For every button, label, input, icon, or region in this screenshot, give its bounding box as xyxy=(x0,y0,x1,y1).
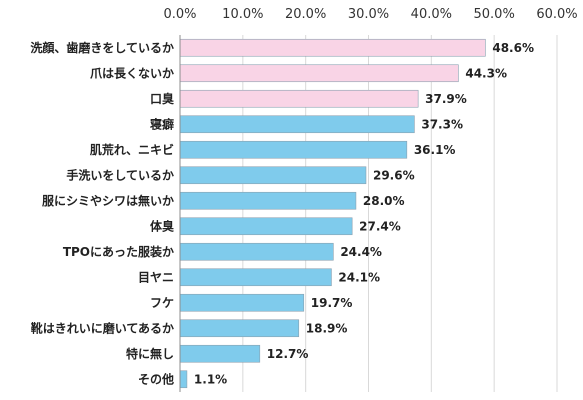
x-tick-label: 60.0% xyxy=(536,7,577,22)
x-tick-label: 10.0% xyxy=(222,7,263,22)
bar xyxy=(179,166,367,185)
data-label: 37.3% xyxy=(421,117,463,131)
x-tick-label: 50.0% xyxy=(474,7,515,22)
bar xyxy=(179,344,261,363)
bar xyxy=(179,115,415,134)
x-axis-ticks: 0.0% 10.0% 20.0% 30.0% 40.0% 50.0% 60.0% xyxy=(163,7,577,22)
category-label: フケ xyxy=(150,296,174,310)
bar xyxy=(179,370,188,389)
bar xyxy=(179,191,357,210)
bar xyxy=(179,217,353,236)
x-tick-label: 40.0% xyxy=(411,7,452,22)
bar xyxy=(179,38,486,57)
category-label: 爪は長くないか xyxy=(90,65,174,80)
category-label: 特に無し xyxy=(126,346,174,361)
data-label: 27.4% xyxy=(359,219,401,233)
value-labels: 48.6% 44.3% 37.9% 37.3% 36.1% 29.6% 28.0% 27.4%… xyxy=(194,41,534,387)
x-tick-label: 0.0% xyxy=(163,7,196,22)
bar xyxy=(179,242,334,261)
category-label: 手洗いをしているか xyxy=(66,167,174,182)
data-label: 18.9% xyxy=(306,321,348,335)
grid-lines xyxy=(179,35,558,392)
data-label: 48.6% xyxy=(492,41,534,55)
bar xyxy=(179,319,300,338)
bar xyxy=(179,64,459,83)
category-label: 目ヤニ xyxy=(138,270,174,284)
bar xyxy=(179,293,305,312)
data-label: 19.7% xyxy=(311,296,353,310)
category-label: 肌荒れ、ニキビ xyxy=(89,142,174,157)
data-label: 24.4% xyxy=(340,245,382,259)
data-label: 1.1% xyxy=(194,372,227,386)
data-label: 12.7% xyxy=(267,347,309,361)
category-label: その他 xyxy=(138,371,174,386)
category-label: 口臭 xyxy=(150,91,174,106)
bar xyxy=(179,89,419,108)
category-label: 服にシミやシワは無いか xyxy=(42,193,174,208)
category-label: 靴はきれいに磨いてあるか xyxy=(31,320,174,335)
data-label: 28.0% xyxy=(363,194,405,208)
x-tick-label: 30.0% xyxy=(348,7,389,22)
category-label: 洗顔、歯磨きをしているか xyxy=(30,40,174,55)
data-label: 24.1% xyxy=(338,270,380,284)
category-label: 体臭 xyxy=(150,218,174,233)
data-label: 37.9% xyxy=(425,92,467,106)
x-tick-label: 20.0% xyxy=(285,7,326,22)
bar xyxy=(179,140,408,159)
data-label: 29.6% xyxy=(373,168,415,182)
category-labels: 洗顔、歯磨きをしているか爪は長くないか口臭寝癖肌荒れ、ニキビ手洗いをしているか服… xyxy=(30,40,174,387)
bars xyxy=(179,38,486,389)
bar xyxy=(179,268,332,287)
category-label: 寝癖 xyxy=(150,116,174,131)
data-label: 36.1% xyxy=(414,143,456,157)
data-label: 44.3% xyxy=(465,66,507,80)
category-label: TPOにあった服装か xyxy=(63,244,174,259)
